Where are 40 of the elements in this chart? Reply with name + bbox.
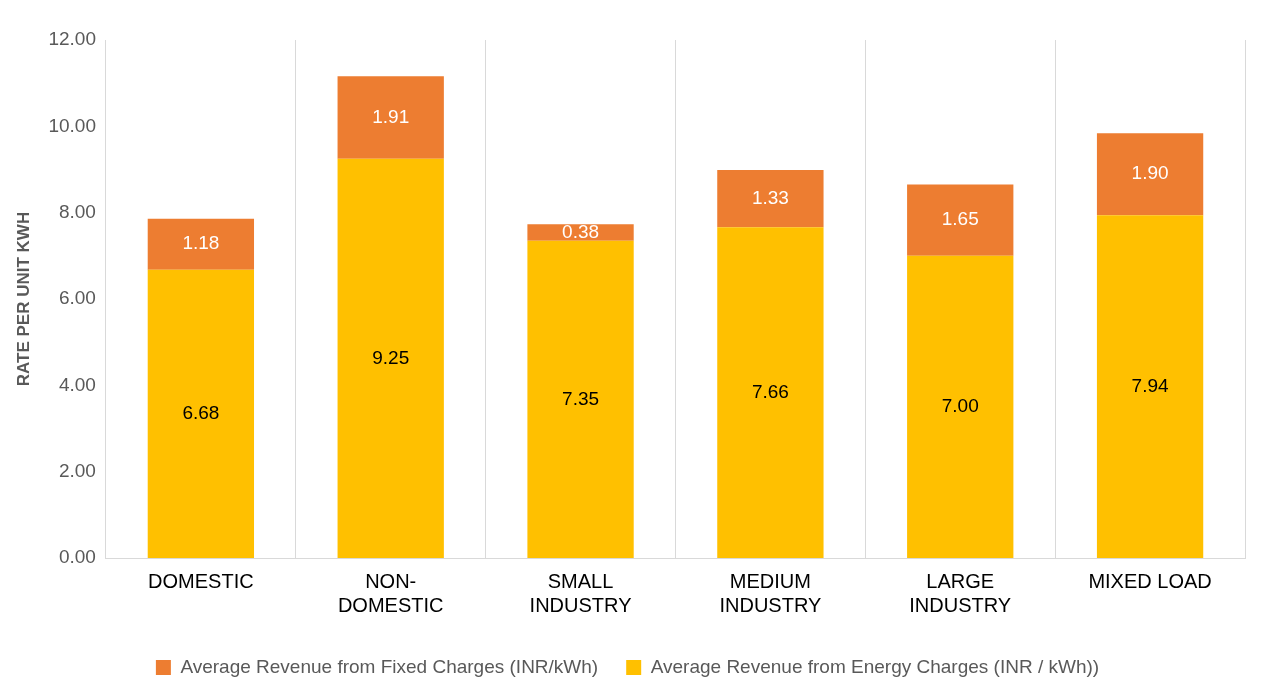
- data-label: 7.35: [562, 387, 600, 409]
- data-label: 1.90: [1131, 162, 1169, 184]
- bar: [337, 158, 444, 558]
- y-tick-label: 10.00: [48, 114, 96, 136]
- y-tick-label: 6.00: [58, 287, 96, 309]
- x-tick-label: DOMESTIC: [148, 569, 254, 592]
- data-label: 1.65: [941, 208, 979, 230]
- x-tick-label: NON-DOMESTIC: [337, 569, 444, 616]
- y-tick-label: 2.00: [58, 459, 96, 481]
- bar: [147, 269, 255, 558]
- legend-label: Average Revenue from Fixed Charges (INR/kWh): [180, 655, 599, 677]
- bar: [1096, 215, 1204, 558]
- data-label: 0.38: [562, 220, 600, 242]
- x-tick-label: SMALL INDUSTRY: [529, 569, 632, 616]
- bar: [1096, 133, 1204, 216]
- y-tick-label: 4.00: [58, 373, 96, 395]
- data-label: 7.94: [1131, 374, 1169, 396]
- y-tick-label: 8.00: [58, 200, 96, 222]
- legend-label: Average Revenue from Energy Charges (INR / kWh)): [650, 655, 1100, 677]
- data-label: 9.25: [372, 346, 410, 368]
- bar: [527, 224, 634, 241]
- bar: [907, 184, 1014, 256]
- data-label: 1.91: [372, 105, 410, 127]
- bar: [147, 218, 255, 270]
- data-label: 7.66: [751, 380, 789, 402]
- x-tick-label: MIXED LOAD: [1088, 569, 1212, 592]
- bar: [527, 240, 634, 558]
- x-tick-label: LARGE INDUSTRY: [909, 569, 1012, 616]
- bar: [717, 227, 824, 558]
- x-tick-label: MEDIUM INDUSTRY: [719, 569, 822, 616]
- data-label: 1.33: [751, 186, 789, 208]
- data-label: 7.00: [941, 395, 979, 417]
- data-label: 6.68: [182, 402, 220, 424]
- y-axis-title: RATE PER UNIT KWH: [13, 211, 33, 387]
- y-tick-label: 0.00: [58, 546, 96, 568]
- y-tick-label: 12.00: [48, 28, 96, 50]
- bar: [717, 169, 824, 228]
- bar: [337, 76, 444, 159]
- data-label: 1.18: [182, 232, 220, 254]
- bar: [907, 255, 1014, 558]
